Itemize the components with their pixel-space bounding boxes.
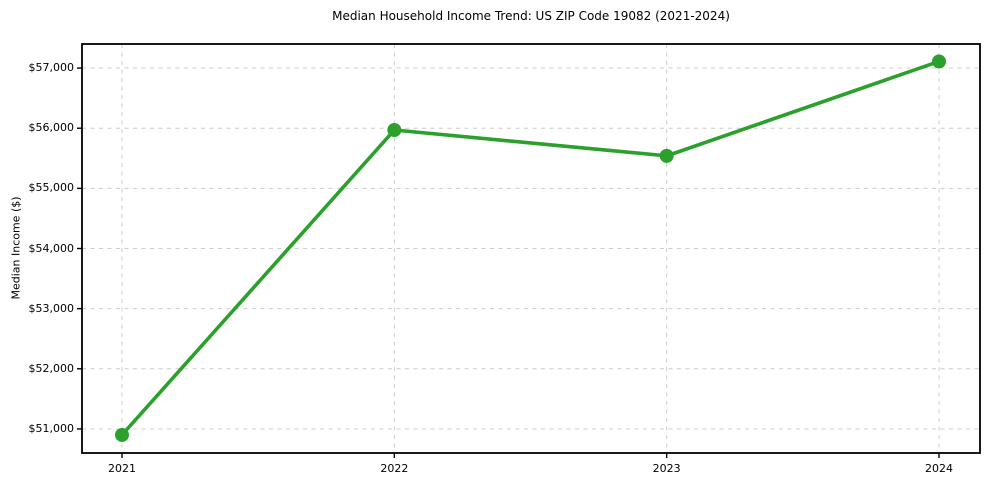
x-tick-label: 2023 [652, 462, 681, 475]
plot-border [81, 43, 981, 454]
data-point-2023 [659, 148, 674, 163]
y-tick-label: $56,000 [28, 121, 75, 135]
trend-line [120, 59, 941, 437]
y-tick-label: $53,000 [28, 301, 75, 315]
data-point-2021 [115, 427, 129, 442]
data-point-2024 [932, 54, 946, 69]
chart-title: Median Household Income Trend: US ZIP Co… [332, 9, 730, 23]
y-tick-label: $57,000 [28, 61, 75, 75]
y-tick-label: $54,000 [28, 241, 75, 255]
y-tick-label: $55,000 [28, 181, 75, 195]
x-tick-label: 2022 [380, 462, 409, 475]
x-tick-label: 2021 [108, 462, 136, 475]
y-tick-label: $51,000 [28, 421, 75, 435]
y-tick-label: $52,000 [28, 361, 75, 375]
x-tick-label: 2024 [925, 462, 953, 475]
data-point-2022 [387, 123, 402, 138]
